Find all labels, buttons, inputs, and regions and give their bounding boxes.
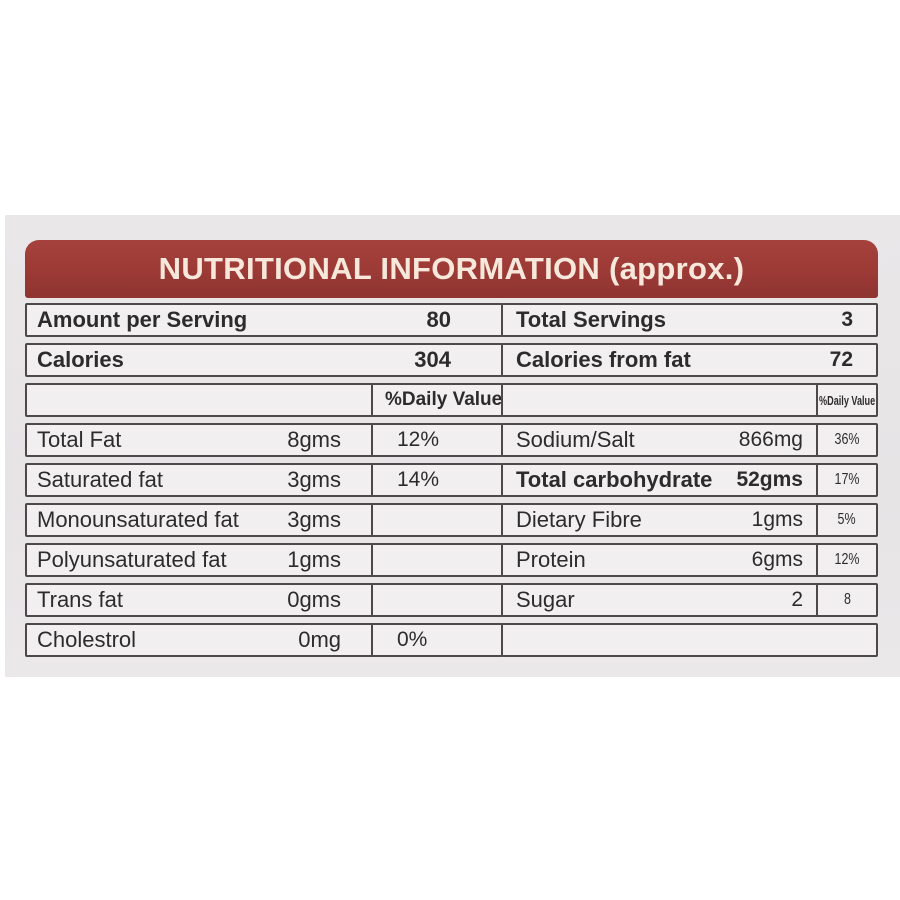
table-row-total-fat: Total Fat 8gms 12% Sodium/Salt 866mg 36% (25, 423, 878, 457)
row-label: Calories from fat (516, 347, 691, 372)
row-value: 304 (414, 347, 451, 372)
nutrient-label: Dietary Fibre (516, 507, 642, 532)
nutrient-amount: 52gms (736, 468, 803, 491)
row-label: Calories (37, 347, 124, 372)
nutrient-daily-value (371, 585, 501, 615)
cell-total-fat: Total Fat 8gms 12% (25, 423, 503, 457)
nutrient-amount: 8gms (287, 427, 341, 452)
cell-sodium-salt: Sodium/Salt 866mg 36% (501, 423, 878, 457)
table-row-trans-fat: Trans fat 0gms Sugar 2 8 (25, 583, 878, 617)
nutrient-daily-value: 14% (371, 465, 501, 495)
daily-value-header-right: %Daily Value (816, 385, 876, 415)
row-value: 3 (841, 308, 853, 331)
nutrient-daily-value: 36% (816, 425, 876, 455)
nutrient-label: Protein (516, 547, 586, 572)
nutrient-label: Saturated fat (37, 467, 163, 492)
row-value: 80 (426, 307, 451, 332)
row-label: Total Servings (516, 307, 666, 332)
daily-value-header-left: %Daily Value (371, 385, 502, 415)
cell-monounsaturated-fat: Monounsaturated fat 3gms (25, 503, 503, 537)
table-title: NUTRITIONAL INFORMATION (approx.) (158, 251, 745, 286)
label-background: NUTRITIONAL INFORMATION (approx.) Amount… (5, 215, 900, 677)
row-value: 72 (829, 348, 853, 371)
nutrient-amount: 866mg (738, 428, 803, 451)
cell-polyunsaturated-fat: Polyunsaturated fat 1gms (25, 543, 503, 577)
cell-amount-per-serving: Amount per Serving 80 (25, 303, 503, 337)
table-row-amount-servings: Amount per Serving 80 Total Servings 3 (25, 303, 878, 337)
nutrient-amount: 3gms (287, 507, 341, 532)
nutrient-amount: 0gms (287, 587, 341, 612)
nutrient-daily-value (371, 505, 501, 535)
cell-calories: Calories 304 (25, 343, 503, 377)
cell-cholestrol: Cholestrol 0mg 0% (25, 623, 503, 657)
nutrient-daily-value: 12% (816, 545, 876, 575)
nutrient-label: Total carbohydrate (516, 467, 713, 492)
table-header-bar: NUTRITIONAL INFORMATION (approx.) (25, 240, 878, 298)
nutrition-table: NUTRITIONAL INFORMATION (approx.) Amount… (25, 240, 878, 663)
nutrient-amount: 2 (791, 588, 803, 611)
cell-calories-from-fat: Calories from fat 72 (501, 343, 878, 377)
cell-total-servings: Total Servings 3 (501, 303, 878, 337)
nutrient-daily-value: 8 (816, 585, 876, 615)
table-row-polyunsaturated-fat: Polyunsaturated fat 1gms Protein 6gms 12… (25, 543, 878, 577)
cell-dietary-fibre: Dietary Fibre 1gms 5% (501, 503, 878, 537)
nutrient-amount: 3gms (287, 467, 341, 492)
nutrient-amount: 6gms (751, 548, 803, 571)
nutrient-daily-value: 12% (371, 425, 501, 455)
nutrient-label: Sugar (516, 587, 575, 612)
nutrient-label: Sodium/Salt (516, 427, 635, 452)
cell-dv-header-left: %Daily Value (25, 383, 503, 417)
nutrient-amount: 1gms (751, 508, 803, 531)
cell-protein: Protein 6gms 12% (501, 543, 878, 577)
nutrient-amount: 0mg (298, 627, 341, 652)
cell-dv-header-right: %Daily Value (501, 383, 878, 417)
nutrient-label: Polyunsaturated fat (37, 547, 227, 572)
nutrient-label: Monounsaturated fat (37, 507, 239, 532)
cell-total-carbohydrate: Total carbohydrate 52gms 17% (501, 463, 878, 497)
empty-cell (501, 623, 878, 657)
cell-trans-fat: Trans fat 0gms (25, 583, 503, 617)
table-row-monounsaturated-fat: Monounsaturated fat 3gms Dietary Fibre 1… (25, 503, 878, 537)
nutrient-daily-value: 17% (816, 465, 876, 495)
cell-saturated-fat: Saturated fat 3gms 14% (25, 463, 503, 497)
nutrient-daily-value: 5% (816, 505, 876, 535)
cell-sugar: Sugar 2 8 (501, 583, 878, 617)
nutrient-daily-value (371, 545, 501, 575)
table-row-cholestrol: Cholestrol 0mg 0% (25, 623, 878, 657)
nutrient-daily-value: 0% (371, 625, 501, 655)
row-label: Amount per Serving (37, 307, 248, 332)
nutrient-amount: 1gms (287, 547, 341, 572)
table-row-saturated-fat: Saturated fat 3gms 14% Total carbohydrat… (25, 463, 878, 497)
nutrient-label: Total Fat (37, 427, 122, 452)
table-row-daily-value-header: %Daily Value %Daily Value (25, 383, 878, 417)
table-row-calories: Calories 304 Calories from fat 72 (25, 343, 878, 377)
nutrient-label: Trans fat (37, 587, 123, 612)
nutrient-label: Cholestrol (37, 627, 137, 652)
